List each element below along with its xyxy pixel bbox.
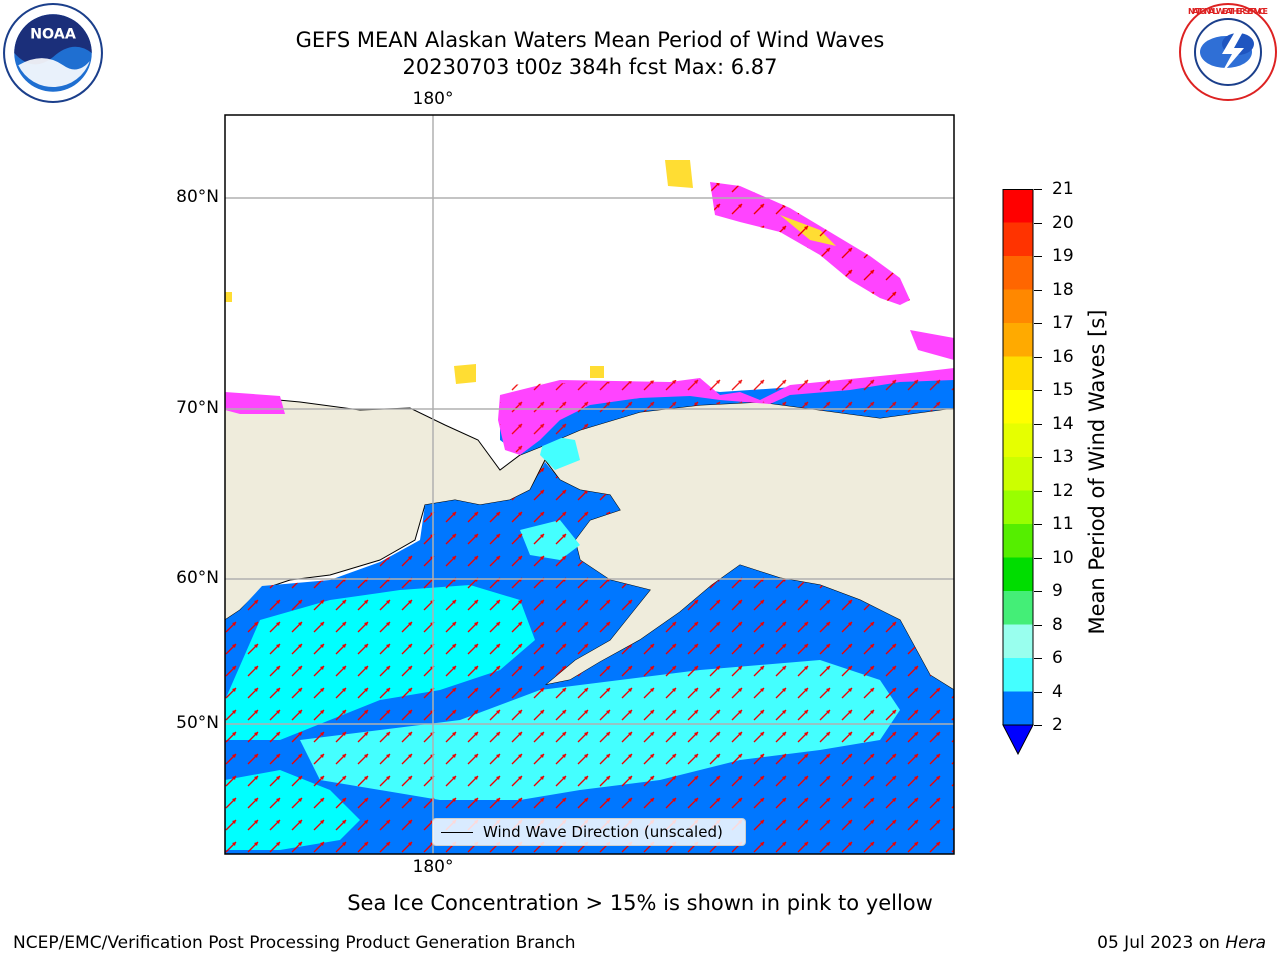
lon-label-top: 180° — [412, 89, 454, 109]
colorbar-tick-mark — [1034, 725, 1042, 726]
colorbar-segment — [1003, 323, 1033, 357]
lat-label-70: 70°N — [176, 398, 219, 418]
colorbar-tick-label: 11 — [1052, 514, 1074, 534]
colorbar-segment — [1003, 356, 1033, 391]
colorbar — [1002, 189, 1034, 755]
colorbar-segment — [1003, 390, 1033, 424]
colorbar-tick-label: 4 — [1052, 681, 1063, 702]
colorbar-segment — [1003, 423, 1033, 458]
colorbar-tick-mark — [1034, 591, 1042, 592]
colorbar-segment — [1003, 557, 1033, 592]
colorbar-tick-label: 2 — [1052, 715, 1063, 735]
colorbar-tick-label: 18 — [1052, 279, 1074, 300]
colorbar-segment — [1003, 624, 1033, 659]
nws-logo: NATIONAL WEATHER SERVICE — [1179, 3, 1277, 101]
footer-credit: NCEP/EMC/Verification Post Processing Pr… — [13, 933, 576, 953]
colorbar-tick-label: 10 — [1052, 547, 1074, 568]
colorbar-tick-mark — [1034, 289, 1042, 291]
lat-label-60: 60°N — [176, 568, 219, 588]
colorbar-segment — [1003, 490, 1033, 525]
colorbar-tick-label: 6 — [1052, 648, 1063, 668]
colorbar-tick-label: 14 — [1052, 413, 1074, 434]
colorbar-tick-mark — [1034, 323, 1042, 324]
colorbar-segment — [1003, 524, 1033, 558]
colorbar-tick-label: 21 — [1052, 179, 1074, 199]
colorbar-segment — [1003, 222, 1033, 257]
colorbar-tick-label: 9 — [1052, 581, 1063, 601]
footer-date-text: 05 Jul 2023 on — [1097, 933, 1226, 953]
colorbar-tick-mark — [1034, 356, 1042, 358]
noaa-logo: NOAA — [3, 3, 103, 103]
footer-date: 05 Jul 2023 on Hera — [1097, 933, 1266, 953]
noaa-logo-text: NOAA — [30, 27, 76, 43]
colorbar-tick-mark — [1034, 658, 1042, 659]
colorbar-tick-mark — [1034, 457, 1042, 458]
footer-host: Hera — [1225, 933, 1266, 953]
colorbar-extend-arrow — [1002, 724, 1034, 755]
colorbar-tick-mark — [1034, 524, 1042, 525]
colorbar-segment — [1003, 289, 1033, 324]
colorbar-segment — [1003, 256, 1033, 290]
legend-line-icon — [441, 831, 473, 833]
colorbar-tick-mark — [1034, 691, 1042, 693]
colorbar-label: Mean Period of Wind Waves [s] — [1085, 309, 1109, 635]
lat-label-50: 50°N — [176, 713, 219, 733]
colorbar-tick-label: 12 — [1052, 480, 1074, 501]
chart-title: GEFS MEAN Alaskan Waters Mean Period of … — [295, 28, 885, 52]
colorbar-segment — [1003, 457, 1033, 491]
colorbar-tick-mark — [1034, 256, 1042, 257]
sea-ice-note-text: Sea Ice Concentration > 15% is shown in … — [347, 891, 933, 915]
lon-label-bottom: 180° — [412, 857, 454, 877]
colorbar-tick-mark — [1034, 490, 1042, 492]
sea-ice-note: Sea Ice Concentration > 15% is shown in … — [0, 891, 1280, 915]
legend-label: Wind Wave Direction (unscaled) — [483, 823, 723, 841]
colorbar-tick-label: 8 — [1052, 614, 1063, 635]
colorbar-segment — [1003, 658, 1033, 692]
colorbar-tick-label: 17 — [1052, 313, 1074, 333]
colorbar-tick-mark — [1034, 624, 1042, 626]
chart-subtitle: 20230703 t00z 384h fcst Max: 6.87 — [402, 55, 778, 79]
colorbar-tick-mark — [1034, 423, 1042, 425]
colorbar-tick-label: 19 — [1052, 246, 1074, 266]
colorbar-tick-mark — [1034, 222, 1042, 224]
lat-label-80: 80°N — [176, 187, 219, 207]
colorbar-tick-label: 13 — [1052, 447, 1074, 467]
colorbar-tick-mark — [1034, 557, 1042, 559]
colorbar-tick-mark — [1034, 390, 1042, 391]
colorbar-tick-label: 20 — [1052, 212, 1074, 233]
colorbar-tick-label: 15 — [1052, 380, 1074, 400]
colorbar-tick-mark — [1034, 189, 1042, 190]
colorbar-segment — [1003, 189, 1033, 223]
colorbar-segment — [1003, 591, 1033, 625]
nws-logo-text: NATIONAL WEATHER SERVICE — [1188, 7, 1268, 16]
colorbar-tick-label: 16 — [1052, 346, 1074, 367]
colorbar-segment — [1003, 691, 1033, 725]
map-legend: Wind Wave Direction (unscaled) — [432, 818, 746, 846]
